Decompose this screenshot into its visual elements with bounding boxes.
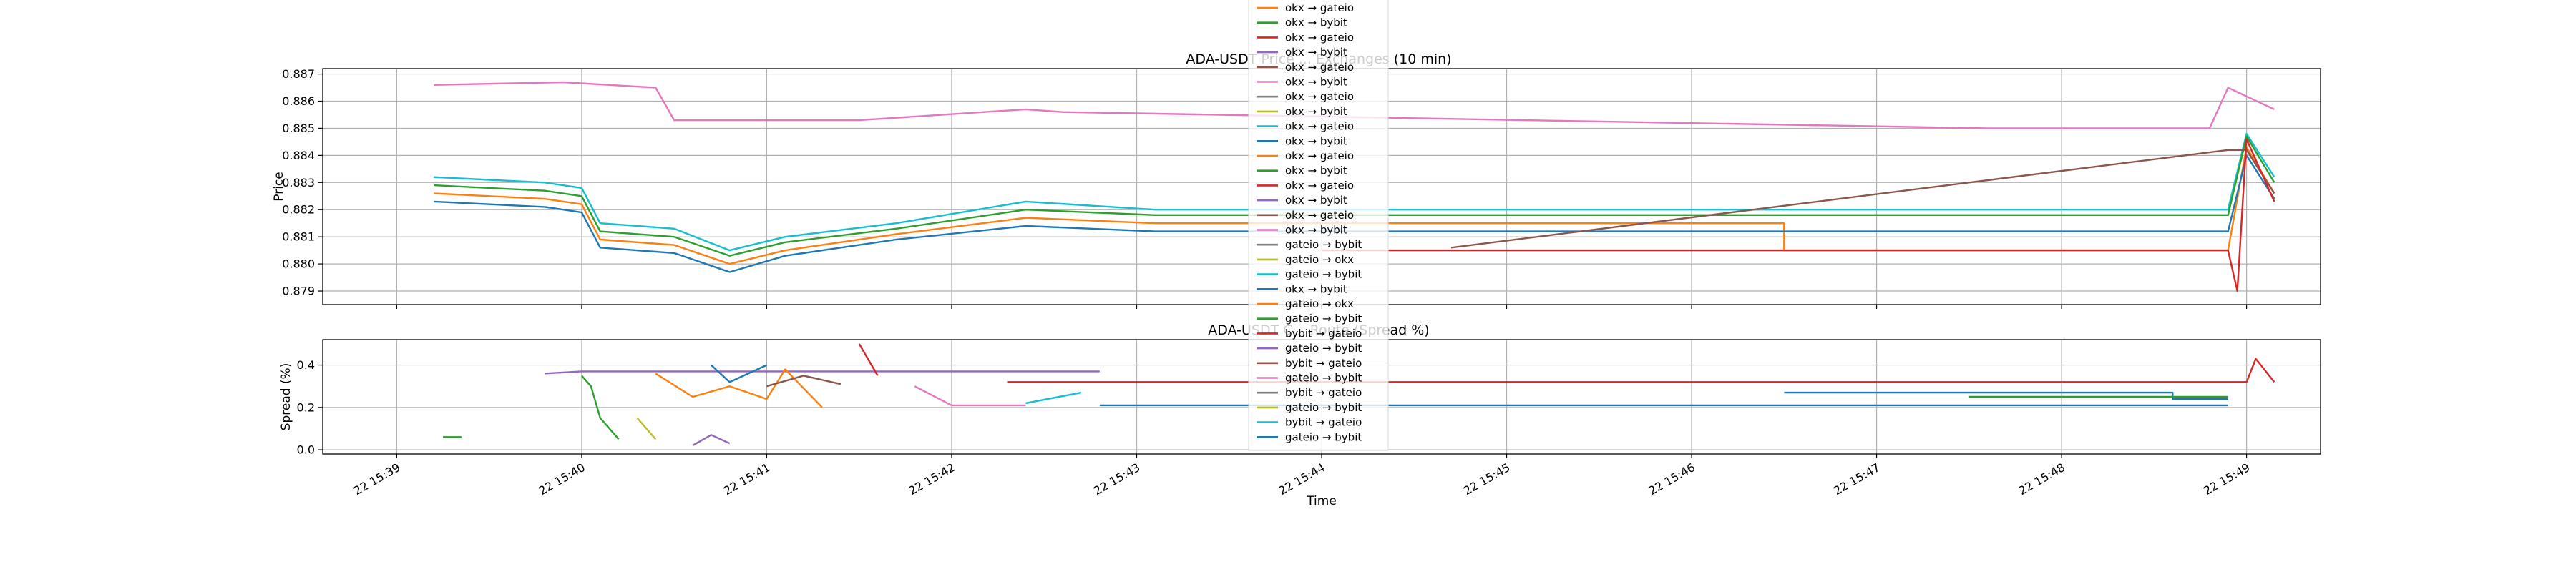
y-tick-label: 0.880: [282, 257, 315, 271]
x-tick-label: 22 15:49: [2201, 460, 2252, 498]
legend-label: okx → bybit: [1285, 76, 1347, 89]
price-axes: 0.879 0.880 0.881 0.882 0.883 0.884 0.885 0.886…: [282, 67, 2321, 309]
spread-y-ticks: 0.0 0.2 0.4: [297, 358, 323, 457]
price-x-ticks: [396, 305, 2248, 309]
x-tick-label: 22 15:48: [2016, 460, 2067, 498]
x-tick-label: 22 15:39: [351, 460, 402, 498]
series-line: [434, 81, 2275, 129]
series-line: [914, 385, 1026, 407]
legend-label: bybit → gateio: [1285, 386, 1362, 399]
price-y-label: Price: [272, 172, 286, 201]
legend-label: gateio → bybit: [1285, 268, 1362, 281]
price-series: [434, 81, 2275, 292]
legend-label: okx → bybit: [1285, 164, 1347, 177]
y-tick-label: 0.887: [282, 67, 315, 81]
legend-label: okx → gateio: [1285, 120, 1354, 133]
legend-label: okx → bybit: [1285, 46, 1347, 59]
y-tick-label: 0.879: [282, 285, 315, 298]
series-line: [434, 154, 2275, 273]
legend-label: okx → gateio: [1285, 209, 1354, 222]
x-tick-label: 22 15:41: [721, 460, 772, 498]
series-line: [1450, 149, 2275, 249]
legend-label: okx → bybit: [1285, 194, 1347, 207]
series-line: [858, 343, 879, 377]
y-tick-label: 0.886: [282, 94, 315, 108]
series-line: [711, 364, 767, 383]
legend-label: gateio → okx: [1285, 253, 1354, 266]
legend-label: gateio → bybit: [1285, 401, 1362, 414]
legend-label: bybit → gateio: [1285, 357, 1362, 370]
spread-y-label: Spread (%): [279, 363, 293, 431]
legend-label: okx → gateio: [1285, 1, 1354, 14]
legend-label: gateio → bybit: [1285, 372, 1362, 385]
series-line: [692, 434, 731, 447]
legend-label: bybit → gateio: [1285, 416, 1362, 429]
legend-label: gateio → bybit: [1285, 238, 1362, 251]
price-y-ticks: 0.879 0.880 0.881 0.882 0.883 0.884 0.885 0.886…: [282, 67, 323, 298]
x-tick-label: 22 15:44: [1277, 460, 1327, 498]
series-line: [545, 370, 1100, 375]
x-tick-label: 22 15:47: [1831, 460, 1882, 498]
x-axis-label: Time: [1306, 494, 1337, 508]
series-line: [1025, 391, 1082, 405]
x-tick-label: 22 15:40: [536, 460, 587, 498]
legend-label: okx → gateio: [1285, 90, 1354, 103]
series-line: [636, 417, 657, 440]
y-tick-label: 0.2: [297, 400, 315, 414]
x-tick-label: 22 15:43: [1091, 460, 1142, 498]
y-tick-label: 0.885: [282, 122, 315, 135]
legend-label: okx → gateio: [1285, 31, 1354, 44]
legend-label: gateio → okx: [1285, 297, 1354, 310]
x-tick-label: 22 15:42: [906, 460, 957, 498]
series-line: [434, 132, 2275, 252]
legend-box: [1248, 0, 1389, 451]
legend-label: okx → bybit: [1285, 224, 1347, 237]
legend-label: okx → gateio: [1285, 179, 1354, 192]
legend-label: gateio → bybit: [1285, 430, 1362, 443]
y-tick-label: 0.4: [297, 358, 315, 372]
y-tick-label: 0.883: [282, 176, 315, 189]
series-line: [1007, 358, 2275, 383]
legend-label: gateio → bybit: [1285, 342, 1362, 355]
legend-label: okx → gateio: [1285, 61, 1354, 74]
x-tick-label: 22 15:45: [1461, 460, 1512, 498]
y-tick-label: 0.884: [282, 149, 315, 162]
series-line: [1784, 391, 2228, 400]
legend-label: okx → bybit: [1285, 282, 1347, 295]
y-tick-label: 0.881: [282, 230, 315, 244]
legend-label: okx → bybit: [1285, 16, 1347, 29]
y-tick-label: 0.882: [282, 203, 315, 217]
legend-label: okx → bybit: [1285, 134, 1347, 147]
legend-label: okx → gateio: [1285, 149, 1354, 162]
legend-label: okx → bybit: [1285, 105, 1347, 118]
spread-x-ticks: 22 15:39 22 15:40 22 15:41 22 15:42 22 15:43…: [351, 454, 2253, 498]
y-tick-label: 0.0: [297, 443, 315, 457]
legend-label: gateio → bybit: [1285, 312, 1362, 325]
series-line: [1322, 138, 2275, 292]
series-line: [766, 375, 841, 388]
series-line: [434, 135, 2275, 257]
series-line: [655, 368, 823, 408]
legend-label: bybit → gateio: [1285, 327, 1362, 340]
series-line: [580, 375, 620, 440]
x-tick-label: 22 15:46: [1646, 460, 1697, 498]
